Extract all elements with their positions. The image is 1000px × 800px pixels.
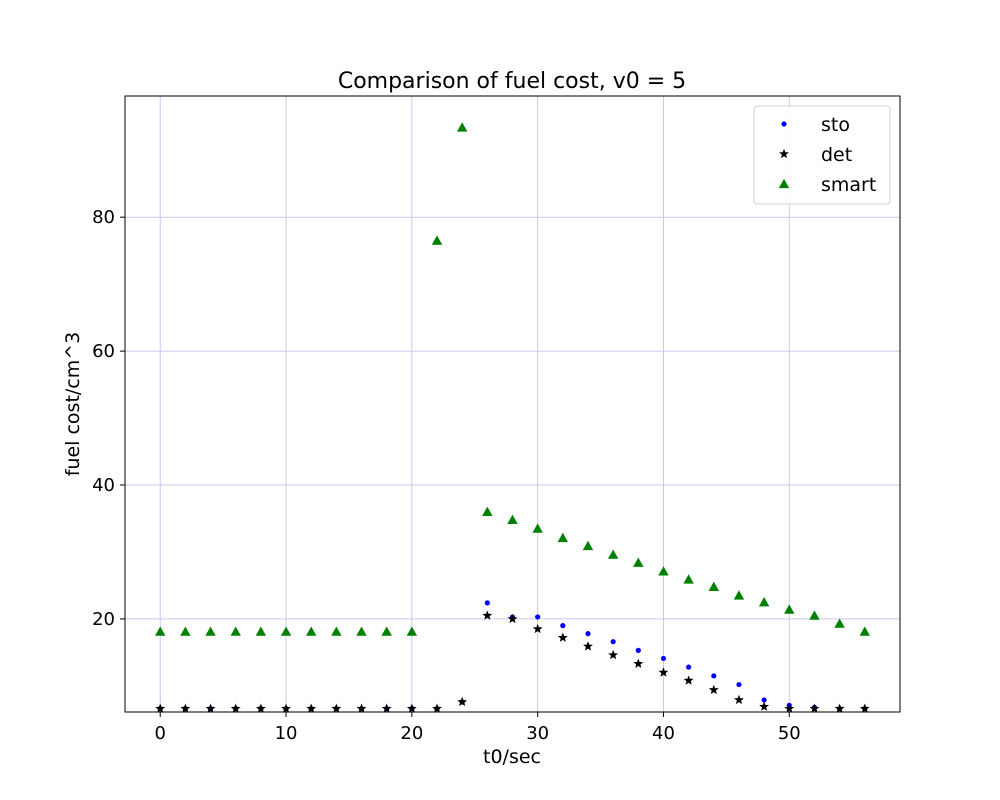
smart-point [758,596,770,607]
smart-point [633,557,644,567]
sto-point [711,673,717,679]
legend-label-smart: smart [821,174,876,196]
det-point [406,703,417,713]
det-point [633,658,644,668]
sto-point [535,614,541,620]
x-tick-label: 10 [275,723,298,744]
det-point [356,703,367,713]
y-tick-label: 80 [92,207,115,228]
det-point [205,703,216,713]
det-point [834,703,845,713]
det-point [583,641,593,651]
sto-point [761,697,767,703]
sto-point [635,647,641,654]
smart-point [859,626,870,636]
legend-marker-det [779,148,789,159]
det-point [281,703,291,713]
legend-marker-smart [778,178,790,189]
det-point [708,684,719,695]
y-tick-label: 20 [92,609,115,630]
ticks: 0 10 20 30 40 50 20 40 60 80 [92,207,801,744]
smart-point [306,626,317,636]
series-det [155,610,870,713]
det-point [507,613,518,624]
sto-point [686,664,692,670]
y-tick-label: 60 [92,341,115,362]
smart-point [507,514,518,524]
det-point [255,703,266,713]
det-point [557,632,568,642]
det-point [180,703,191,713]
smart-point [582,540,594,551]
smart-point [658,566,669,576]
x-tick-label: 0 [155,723,166,744]
x-tick-label: 50 [778,723,801,744]
grid [125,96,900,712]
det-point [482,610,493,620]
smart-point [834,618,845,628]
det-point [859,703,870,713]
x-axis-label: t0/sec [483,746,541,768]
det-point [734,694,744,705]
sto-point [660,655,667,662]
det-point [457,696,468,707]
sto-point [585,631,591,637]
det-point [759,701,770,711]
smart-point [331,626,342,636]
smart-point [784,604,795,614]
legend-label-det: det [821,144,852,166]
plot-frame [124,95,901,713]
smart-point [155,626,166,636]
sto-point [610,639,616,645]
smart-point [683,574,694,584]
smart-point [280,626,292,636]
smart-point [557,532,569,543]
sto-point [736,681,742,688]
x-tick-label: 20 [400,723,423,744]
smart-point [809,610,820,620]
det-point [532,623,543,634]
smart-point [205,626,216,636]
legend-box [753,105,891,205]
det-point [432,703,442,713]
y-tick-label: 40 [92,475,115,496]
smart-point [381,626,392,636]
smart-point [431,235,443,245]
smart-point [356,626,367,636]
sto-point [484,600,490,606]
det-point [381,703,392,713]
smart-point [180,626,191,636]
legend-label-sto: sto [821,114,850,136]
smart-point [733,590,745,600]
det-point [155,703,166,713]
smart-point [255,626,267,636]
data-marks [155,122,870,713]
smart-point [607,549,619,559]
smart-point [230,626,241,636]
det-point [683,675,694,685]
chart-title: Comparison of fuel cost, v0 = 5 [338,69,686,94]
det-point [331,703,342,713]
det-point [608,649,619,660]
det-point [809,703,820,713]
smart-point [532,523,543,533]
det-point [784,703,795,713]
x-tick-label: 30 [526,723,549,744]
det-point [658,667,669,677]
y-axis-label: fuel cost/cm^3 [62,332,84,477]
sto-point [560,623,566,629]
smart-point [456,122,468,132]
smart-point [406,626,418,636]
smart-point [482,506,493,516]
det-point [230,703,241,713]
smart-point [708,581,719,591]
legend-marker-sto [781,121,787,127]
det-point [306,703,317,713]
legend: sto det smart [753,105,891,205]
x-tick-label: 40 [652,723,675,744]
series-smart [155,122,870,636]
